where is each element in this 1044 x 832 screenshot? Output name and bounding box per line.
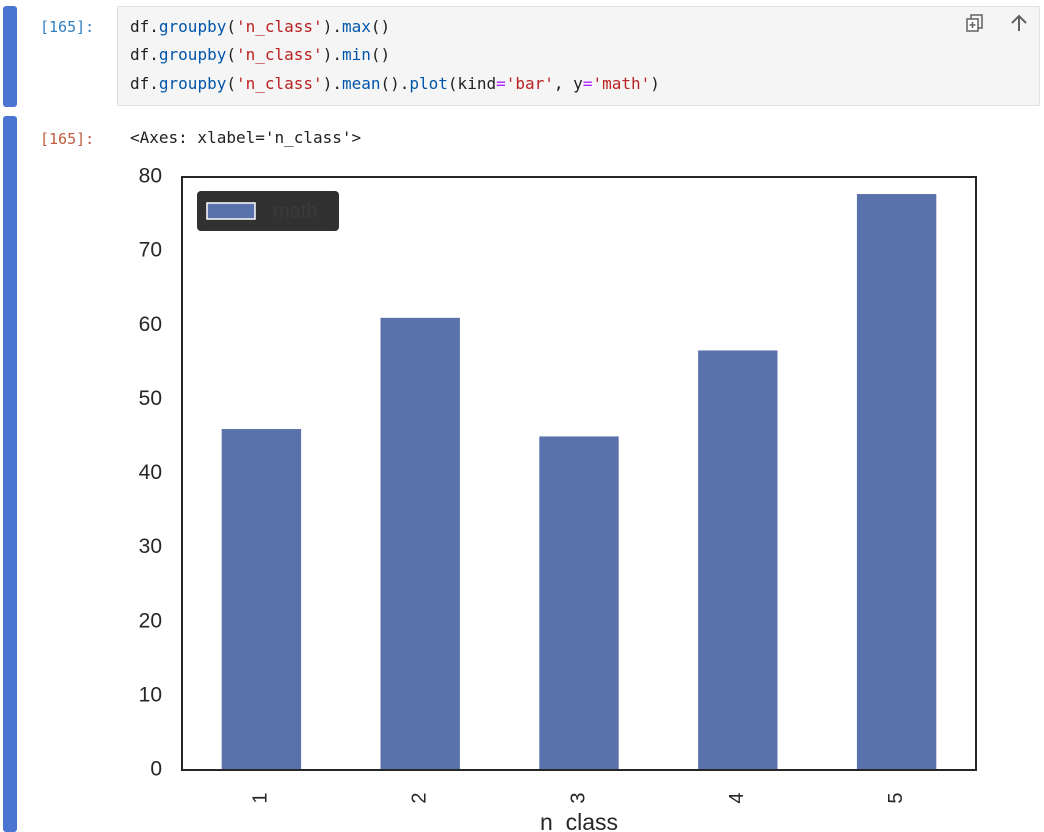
code-token: = xyxy=(582,74,593,93)
plot-frame xyxy=(181,176,977,771)
bar-3 xyxy=(539,436,619,770)
code-token: ). xyxy=(322,17,342,36)
bar-4 xyxy=(698,350,778,770)
code-token: ( xyxy=(226,17,236,36)
y-tick-label: 10 xyxy=(139,683,162,706)
code-token: max xyxy=(341,17,371,36)
y-tick-label: 80 xyxy=(139,165,162,188)
legend-box xyxy=(197,191,339,231)
x-tick-label: 5 xyxy=(885,792,907,803)
code-line-1: df.groupby('n_class').max() xyxy=(130,17,390,36)
code-token: 'math' xyxy=(592,74,651,93)
code-token: ) xyxy=(650,74,660,93)
code-token: () xyxy=(370,17,391,36)
y-tick-label: 40 xyxy=(139,461,162,484)
x-tick-label: 2 xyxy=(408,792,430,803)
code-token: df. xyxy=(130,45,159,64)
y-tick-label: 60 xyxy=(139,313,162,336)
code-token: groupby xyxy=(158,74,227,93)
code-token: 'n_class' xyxy=(235,17,323,36)
y-tick-label: 70 xyxy=(139,239,162,262)
code-token: = xyxy=(496,74,506,93)
output-text: <Axes: xlabel='n_class'> xyxy=(130,128,362,147)
code-token: ). xyxy=(322,74,342,93)
legend-label: math xyxy=(273,200,317,222)
input-cell-marker[interactable] xyxy=(3,6,17,107)
code-token: mean xyxy=(341,74,381,93)
code-token: 'n_class' xyxy=(235,74,323,93)
code-token: () xyxy=(370,45,391,64)
code-token: groupby xyxy=(158,45,227,64)
code-line-2: df.groupby('n_class').min() xyxy=(130,45,390,64)
bar-1 xyxy=(221,429,302,770)
bar-5 xyxy=(856,194,937,770)
y-tick-label: 20 xyxy=(139,609,162,632)
x-tick-label: 1 xyxy=(250,792,272,803)
code-token: df. xyxy=(130,17,159,36)
code-token: (). xyxy=(380,74,410,93)
y-tick-label: 30 xyxy=(139,535,162,558)
code-token: ( xyxy=(226,45,236,64)
output-cell-marker[interactable] xyxy=(3,116,17,832)
x-axis-label: n_class xyxy=(540,809,618,832)
y-tick-label: 50 xyxy=(139,387,162,410)
code-token: 'n_class' xyxy=(235,45,323,64)
code-token: (kind xyxy=(447,74,497,93)
code-token: , y xyxy=(553,74,583,93)
x-tick-label: 4 xyxy=(726,792,748,803)
code-token: 'bar' xyxy=(505,74,554,93)
code-line-3: df.groupby('n_class').mean().plot(kind='… xyxy=(130,74,660,93)
code-token: ). xyxy=(322,45,342,64)
arrow-up-icon[interactable] xyxy=(1008,12,1030,34)
code-token: min xyxy=(341,45,371,64)
code-token: ( xyxy=(226,74,236,93)
code-editor[interactable]: df.groupby('n_class').max() df.groupby('… xyxy=(117,6,1040,106)
output-prompt: [165]: xyxy=(40,130,95,148)
code-token: plot xyxy=(409,74,448,93)
bar-2 xyxy=(380,317,460,770)
copy-icon[interactable] xyxy=(964,12,986,34)
y-tick-label: 0 xyxy=(150,758,162,781)
x-tick-label: 3 xyxy=(567,792,589,803)
input-prompt: [165]: xyxy=(40,18,95,36)
code-token: df. xyxy=(130,74,159,93)
code-token: groupby xyxy=(158,17,227,36)
legend-swatch xyxy=(206,202,256,220)
